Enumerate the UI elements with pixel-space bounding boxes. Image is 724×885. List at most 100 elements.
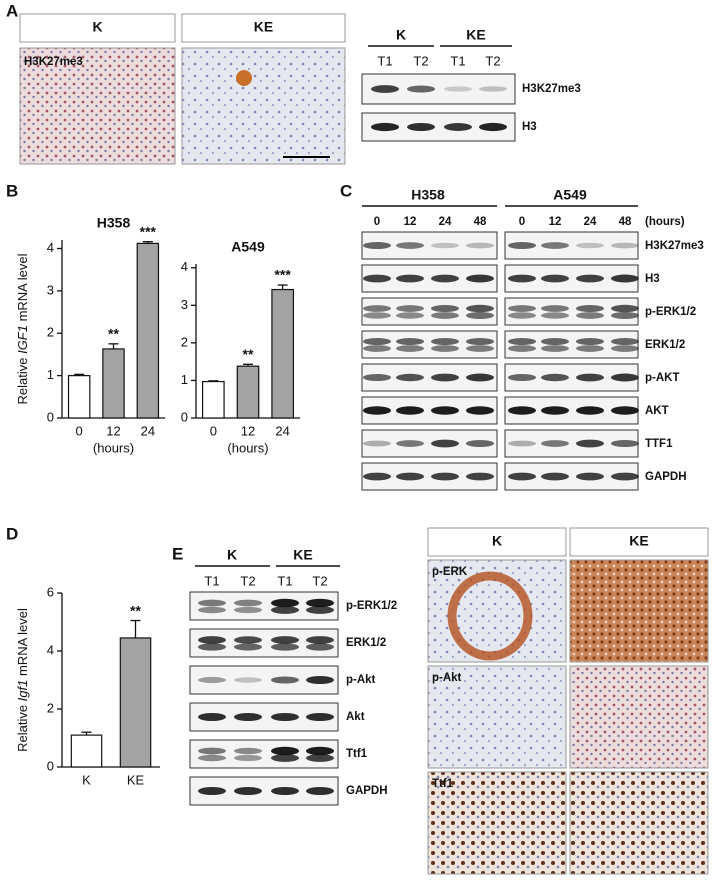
band xyxy=(611,472,639,481)
band xyxy=(541,440,569,447)
ihc-label: p-Akt xyxy=(432,672,462,684)
x-tick-label: K xyxy=(82,772,91,787)
band xyxy=(198,599,226,607)
band xyxy=(363,274,391,283)
x-tick-label: KE xyxy=(127,772,145,787)
x-tick-label: 24 xyxy=(275,423,289,438)
blot-row-label: p-AKT xyxy=(645,372,680,384)
ihc-header xyxy=(181,13,346,43)
band xyxy=(363,312,391,319)
band xyxy=(363,345,391,352)
band xyxy=(576,439,604,448)
lane-label: T2 xyxy=(413,53,428,68)
chart-title: A549 xyxy=(231,239,265,255)
band xyxy=(508,274,536,283)
band xyxy=(508,373,536,382)
bar xyxy=(102,348,125,419)
band xyxy=(576,337,604,346)
band xyxy=(611,406,639,415)
lane-label: 12 xyxy=(549,216,562,228)
ihc-label: H3K27me3 xyxy=(24,56,83,68)
lane-label: T2 xyxy=(240,573,255,588)
band xyxy=(234,747,262,755)
x-tick-label: 12 xyxy=(241,423,255,438)
band xyxy=(363,440,391,447)
lane-label: 24 xyxy=(584,216,597,228)
band xyxy=(396,373,424,382)
lane-label: T2 xyxy=(485,53,500,68)
band xyxy=(363,337,391,346)
blot-row-label: H3 xyxy=(522,121,537,133)
x-tick-label: 24 xyxy=(141,423,155,438)
band xyxy=(466,304,494,313)
band xyxy=(234,754,262,762)
band xyxy=(271,746,299,756)
band xyxy=(541,305,569,312)
blot-row-label: H3K27me3 xyxy=(522,83,581,95)
ihc-image xyxy=(569,771,709,875)
band xyxy=(541,274,569,283)
band xyxy=(306,643,334,651)
band xyxy=(541,242,569,249)
band xyxy=(479,122,507,132)
band xyxy=(466,406,494,415)
y-tick-label: 2 xyxy=(47,325,54,340)
y-tick-label: 0 xyxy=(47,758,54,773)
band xyxy=(508,345,536,352)
band xyxy=(396,305,424,312)
blot-row-label: AKT xyxy=(645,405,669,417)
band xyxy=(576,406,604,415)
band xyxy=(611,373,639,382)
y-tick-label: 2 xyxy=(47,700,54,715)
stain-spot xyxy=(236,70,252,86)
group-label: H358 xyxy=(411,187,445,203)
unit-label: (hours) xyxy=(645,216,685,228)
y-axis-label-part: IGF1 xyxy=(15,325,30,354)
ihc-image xyxy=(569,559,709,663)
band xyxy=(466,345,494,352)
band xyxy=(306,712,334,722)
ihc-image xyxy=(569,665,709,769)
band xyxy=(234,677,262,683)
band xyxy=(541,472,569,481)
ihc-image xyxy=(19,47,176,165)
band xyxy=(541,312,569,319)
blot-row-label: TTF1 xyxy=(645,438,673,450)
group-label: KE xyxy=(293,547,312,563)
x-axis-label: (hours) xyxy=(93,440,134,455)
lane-label: T2 xyxy=(312,573,327,588)
ihc-header xyxy=(569,527,709,557)
band xyxy=(306,786,334,796)
band xyxy=(198,754,226,762)
band xyxy=(508,337,536,346)
significance-label: ** xyxy=(130,602,141,618)
blot-box xyxy=(504,297,639,326)
band xyxy=(306,746,334,756)
ihc-header-label: KE xyxy=(254,19,273,35)
band xyxy=(541,373,569,382)
band xyxy=(444,123,472,131)
band xyxy=(396,242,424,249)
y-axis-label-part: Relative xyxy=(15,354,30,405)
band xyxy=(306,598,334,608)
band xyxy=(611,304,639,313)
band xyxy=(234,786,262,796)
lane-label: 0 xyxy=(374,216,380,228)
band xyxy=(198,676,226,684)
ihc-label: Ttf1 xyxy=(432,778,454,790)
band xyxy=(271,676,299,684)
band xyxy=(611,345,639,352)
band xyxy=(576,304,604,313)
blot-row-label: H3K27me3 xyxy=(645,240,704,252)
band xyxy=(407,85,435,93)
bar xyxy=(67,375,91,419)
band xyxy=(363,472,391,481)
band xyxy=(198,636,226,644)
band xyxy=(363,373,391,382)
y-tick-label: 1 xyxy=(181,372,188,387)
lane-label: 24 xyxy=(439,216,452,228)
x-axis-label: (hours) xyxy=(227,440,268,455)
group-label: KE xyxy=(466,27,485,43)
band xyxy=(541,406,569,415)
